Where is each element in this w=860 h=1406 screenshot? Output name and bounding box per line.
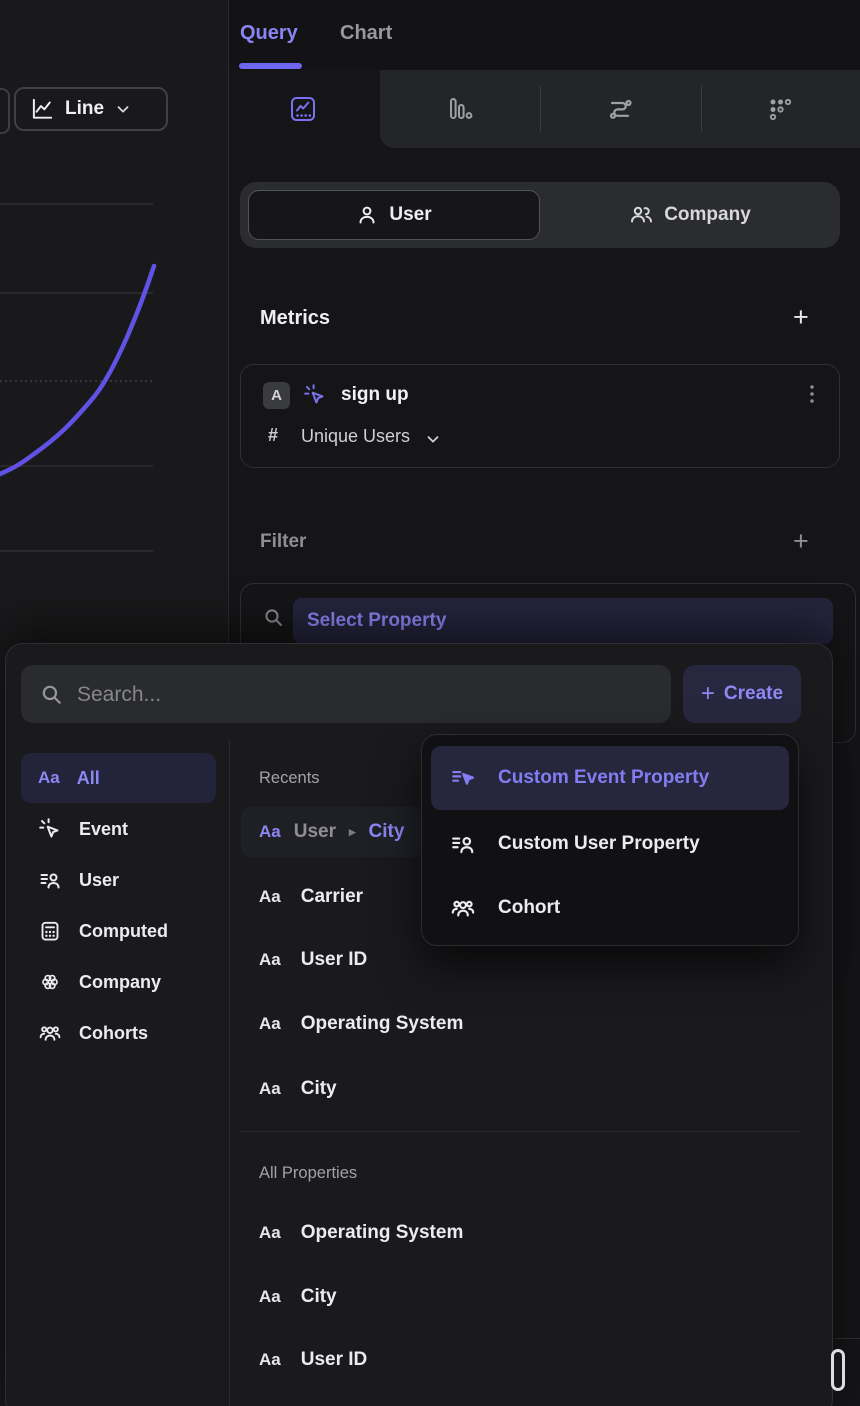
menu-item-cohort[interactable]: Cohort [431, 876, 789, 940]
toggle-option-company[interactable]: Company [540, 182, 840, 248]
top-bar [229, 0, 860, 70]
aa-text-icon: Aa [259, 1223, 281, 1242]
category-all[interactable]: Aa All [21, 753, 216, 803]
cohort-icon [450, 895, 476, 921]
tab-retention[interactable] [765, 94, 795, 124]
toggle-option-user[interactable]: User [248, 190, 540, 240]
recents-heading: Recents [259, 769, 320, 787]
recent-item-city[interactable]: Aa City [259, 1078, 337, 1099]
aa-text-icon: Aa [259, 950, 281, 969]
select-property-input[interactable]: Select Property [293, 598, 833, 644]
chevron-down-icon [114, 100, 132, 118]
create-button[interactable]: + Create [683, 665, 801, 723]
people-icon [629, 203, 653, 227]
search-icon [39, 682, 63, 706]
tab-funnels[interactable] [445, 94, 475, 124]
filter-heading: Filter [260, 531, 307, 552]
tab-separator [701, 86, 702, 132]
list-person-icon [38, 868, 62, 892]
recent-item-user-id[interactable]: Aa User ID [259, 949, 368, 970]
aa-text-icon: Aa [259, 887, 281, 906]
category-cohorts[interactable]: Cohorts [21, 1008, 216, 1058]
aa-text-icon: Aa [259, 1287, 281, 1306]
hash-icon: # [268, 425, 279, 445]
cohort-icon [38, 1021, 62, 1045]
retention-dots-icon [765, 94, 795, 124]
metric-card[interactable]: A sign up # Unique Users [240, 364, 840, 468]
all-properties-heading: All Properties [259, 1164, 358, 1182]
background-divider [834, 1338, 860, 1339]
metrics-heading: Metrics [260, 307, 331, 329]
category-computed[interactable]: Computed [21, 906, 216, 956]
aa-text-icon: Aa [38, 768, 60, 787]
clipped-button-fragment[interactable] [0, 88, 10, 134]
tab-chart[interactable]: Chart [340, 22, 393, 44]
metric-letter-badge: A [263, 382, 290, 409]
search-icon [262, 606, 284, 628]
list-cursor-icon [450, 765, 476, 791]
entity-toggle: User Company [240, 182, 840, 248]
active-tab-underline [239, 63, 302, 69]
clipped-handle-fragment[interactable] [831, 1349, 845, 1391]
flows-icon [605, 94, 635, 124]
aa-text-icon: Aa [259, 1079, 281, 1098]
cursor-spark-icon [303, 383, 327, 407]
person-icon [356, 204, 378, 226]
line-chart-plot [0, 203, 157, 552]
list-divider [241, 1131, 801, 1132]
tab-insights[interactable] [288, 94, 318, 124]
bars-icon [445, 94, 475, 124]
property-item-city[interactable]: Aa City [259, 1286, 337, 1307]
category-company[interactable]: Company [21, 957, 216, 1007]
toggle-user-label: User [389, 204, 432, 225]
panel-divider [228, 0, 229, 645]
menu-item-custom-event-property[interactable]: Custom Event Property [431, 746, 789, 810]
property-item-operating-system[interactable]: Aa Operating System [259, 1222, 464, 1243]
metric-event-name[interactable]: sign up [341, 384, 409, 405]
recent-item-user-city[interactable]: Aa User ▸ City [241, 807, 424, 857]
toggle-company-label: Company [664, 204, 751, 225]
property-picker-popup: + Create Aa All Event [5, 643, 833, 1406]
category-event[interactable]: Event [21, 804, 216, 854]
chart-style-dropdown[interactable]: Line [14, 87, 168, 131]
tab-query[interactable]: Query [240, 22, 298, 44]
aa-text-icon: Aa [259, 1350, 281, 1369]
chart-style-label: Line [65, 98, 105, 119]
insights-line-icon [288, 94, 318, 124]
aa-text-icon: Aa [259, 822, 281, 841]
add-filter-button[interactable]: + [793, 526, 809, 556]
picker-search-input[interactable] [75, 665, 659, 725]
menu-item-custom-user-property[interactable]: Custom User Property [431, 812, 789, 876]
tab-separator [540, 86, 541, 132]
list-person-icon [450, 831, 476, 857]
aa-text-icon: Aa [259, 1014, 281, 1033]
category-user[interactable]: User [21, 855, 216, 905]
tab-flows[interactable] [605, 94, 635, 124]
series-line [0, 263, 157, 477]
breadcrumb-arrow: ▸ [348, 824, 356, 839]
kebab-menu-icon[interactable] [801, 381, 823, 409]
add-metric-button[interactable]: + [793, 302, 809, 332]
line-chart-icon [29, 96, 55, 122]
aggregation-dropdown[interactable]: Unique Users [301, 426, 411, 446]
create-context-menu: Custom Event Property Custom User Proper… [421, 734, 799, 946]
recent-item-carrier[interactable]: Aa Carrier [259, 886, 364, 907]
picker-column-divider [229, 740, 230, 1406]
recent-item-operating-system[interactable]: Aa Operating System [259, 1013, 464, 1034]
plus-icon: + [700, 680, 715, 707]
cursor-spark-icon [38, 817, 62, 841]
picker-search-bar[interactable] [21, 665, 671, 725]
calculator-icon [38, 919, 62, 943]
property-item-user-id[interactable]: Aa User ID [259, 1349, 368, 1370]
flower-icon [38, 970, 62, 994]
chevron-down-icon [424, 430, 442, 448]
